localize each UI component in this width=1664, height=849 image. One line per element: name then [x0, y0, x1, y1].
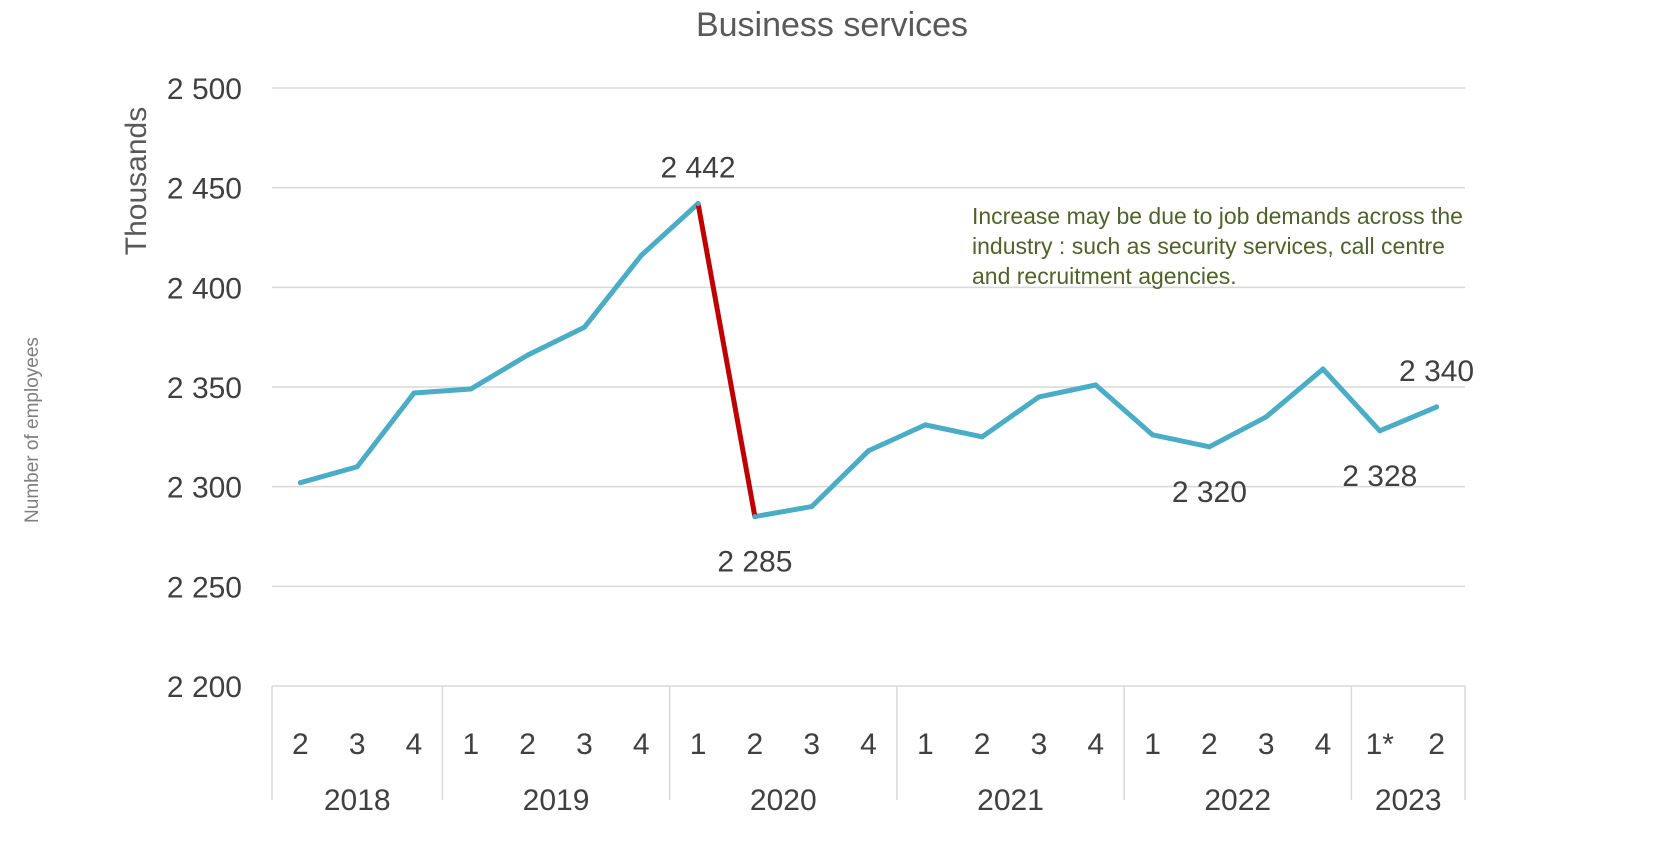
outer-y-axis-label: Number of employees — [22, 337, 43, 523]
data-point — [696, 201, 701, 206]
data-point — [923, 422, 928, 427]
x-tick-quarter-label: 3 — [803, 728, 820, 761]
x-tick-quarter-label: 1 — [462, 728, 479, 761]
y-tick-label: 2 500 — [167, 73, 242, 106]
data-label: 2 340 — [1399, 355, 1474, 388]
x-tick-quarter-label: 4 — [860, 728, 877, 761]
x-tick-quarter-label: 3 — [1258, 728, 1275, 761]
data-point — [525, 353, 530, 358]
x-tick-quarter-label: 1 — [1144, 728, 1161, 761]
data-point — [1264, 414, 1269, 419]
x-tick-quarter-label: 2 — [1201, 728, 1218, 761]
x-tick-quarter-label: 1 — [690, 728, 707, 761]
x-tick-quarter-label: 4 — [406, 728, 423, 761]
annotation-line: industry : such as security services, ca… — [972, 233, 1445, 259]
y-axis-title: Thousands — [120, 107, 153, 255]
x-tick-quarter-label: 1* — [1366, 728, 1395, 761]
data-point — [355, 464, 360, 469]
x-tick-quarter-label: 3 — [1031, 728, 1048, 761]
data-point — [1377, 428, 1382, 433]
y-tick-label: 2 200 — [167, 671, 242, 704]
annotation-line: Increase may be due to job demands acros… — [972, 203, 1463, 229]
chart-title: Business services — [696, 6, 968, 44]
data-label: 2 320 — [1172, 476, 1247, 509]
data-point — [1150, 432, 1155, 437]
data-point — [1207, 444, 1212, 449]
gridlines — [272, 88, 1465, 586]
x-tick-quarter-label: 2 — [1428, 728, 1445, 761]
annotation-line: and recruitment agencies. — [972, 263, 1237, 289]
y-tick-label: 2 250 — [167, 571, 242, 604]
data-point — [866, 448, 871, 453]
x-tick-quarter-label: 3 — [576, 728, 593, 761]
x-tick-year-label: 2020 — [750, 784, 817, 817]
y-tick-label: 2 350 — [167, 372, 242, 405]
data-point — [412, 390, 417, 395]
y-tick-label: 2 400 — [167, 272, 242, 305]
x-tick-year-label: 2019 — [523, 784, 590, 817]
highlighted-decline-segment — [698, 204, 755, 517]
x-tick-quarter-label: 4 — [1087, 728, 1104, 761]
series-line-segment — [755, 369, 1437, 517]
data-point — [582, 325, 587, 330]
x-tick-quarter-label: 4 — [1315, 728, 1332, 761]
x-tick-quarter-label: 2 — [974, 728, 991, 761]
annotation-note: Increase may be due to job demands acros… — [972, 203, 1463, 289]
x-tick-quarter-label: 2 — [292, 728, 309, 761]
data-point — [980, 434, 985, 439]
data-point — [298, 480, 303, 485]
x-tick-year-label: 2021 — [977, 784, 1044, 817]
series-line-segment — [300, 204, 698, 483]
data-point — [468, 386, 473, 391]
data-point — [752, 514, 757, 519]
data-point — [1434, 404, 1439, 409]
data-label: 2 328 — [1342, 460, 1417, 493]
x-tick-year-label: 2022 — [1204, 784, 1271, 817]
x-tick-quarter-label: 4 — [633, 728, 650, 761]
data-point — [639, 253, 644, 258]
y-tick-label: 2 300 — [167, 472, 242, 505]
x-tick-quarter-label: 2 — [519, 728, 536, 761]
data-point — [809, 504, 814, 509]
x-axis: 2 3 4 1 2 3 4 1 2 3 4 1 2 3 4 1 2 3 4 1* 2 2018 2019 2020 2021 20… — [272, 686, 1465, 817]
data-label: 2 442 — [661, 152, 736, 185]
x-tick-quarter-label: 1 — [917, 728, 934, 761]
data-point — [1320, 367, 1325, 372]
x-tick-year-label: 2023 — [1375, 784, 1442, 817]
y-axis-ticks: 2 200 2 250 2 300 2 350 2 400 2 450 2 500 — [167, 73, 242, 704]
data-label: 2 285 — [717, 546, 792, 579]
x-tick-year-label: 2018 — [324, 784, 391, 817]
x-tick-quarter-label: 2 — [747, 728, 764, 761]
y-tick-label: 2 450 — [167, 173, 242, 206]
x-tick-quarter-label: 3 — [349, 728, 366, 761]
data-point — [1093, 383, 1098, 388]
data-point — [1036, 394, 1041, 399]
